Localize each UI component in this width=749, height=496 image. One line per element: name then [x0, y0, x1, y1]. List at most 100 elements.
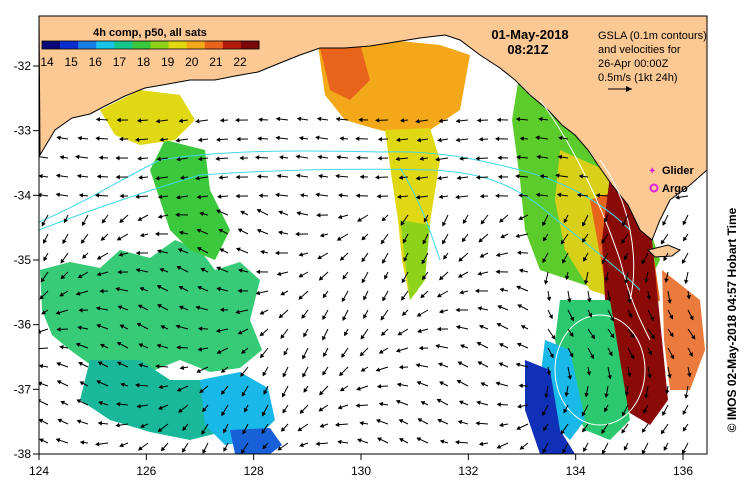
velocity-arrowhead: [604, 407, 609, 413]
time-label: 08:21Z: [507, 42, 548, 57]
velocity-arrowhead: [100, 236, 106, 241]
velocity-arrowhead: [176, 345, 181, 350]
velocity-arrowhead: [39, 294, 45, 300]
velocity-arrowhead: [179, 365, 185, 371]
velocity-arrowhead: [77, 274, 83, 279]
velocity-arrowhead: [586, 298, 592, 303]
velocity-arrowhead: [235, 247, 241, 252]
velocity-arrowhead: [494, 136, 500, 142]
velocity-arrowhead: [560, 429, 566, 435]
velocity-arrowhead: [395, 137, 401, 143]
velocity-arrowhead: [77, 135, 82, 141]
velocity-arrowhead: [377, 136, 383, 142]
velocity-arrowhead: [423, 217, 428, 223]
velocity-arrowhead: [455, 325, 461, 330]
velocity-arrowhead: [420, 293, 425, 299]
velocity-arrowhead: [548, 314, 553, 320]
velocity-arrowhead: [260, 353, 265, 359]
velocity-arrowhead: [519, 445, 525, 450]
velocity-arrowhead: [280, 334, 285, 339]
velocity-arrowhead: [567, 375, 572, 380]
colorbar-swatch: [150, 41, 170, 49]
velocity-arrowhead: [95, 193, 100, 198]
velocity-arrowhead: [322, 315, 327, 321]
velocity-arrowhead: [536, 154, 541, 160]
velocity-arrowhead: [241, 349, 246, 354]
land-island: [647, 244, 681, 258]
velocity-arrowhead: [135, 250, 140, 256]
velocity-arrowhead: [399, 118, 405, 123]
velocity-arrowhead: [669, 332, 674, 338]
velocity-arrowhead: [201, 430, 206, 435]
velocity-arrowhead: [667, 299, 672, 304]
velocity-arrowhead: [610, 316, 615, 322]
colorbar-label: 22: [233, 55, 247, 69]
velocity-arrowhead: [682, 410, 687, 415]
colorbar-swatch: [42, 41, 61, 49]
velocity-arrowhead: [296, 211, 301, 216]
y-tick-label: -33: [14, 124, 32, 138]
velocity-arrowhead: [462, 219, 467, 224]
velocity-arrowhead: [178, 118, 184, 124]
velocity-arrowhead: [197, 326, 203, 331]
sst-patch-gab-tongue: [385, 128, 440, 300]
velocity-arrowhead: [476, 342, 482, 347]
velocity-arrowhead: [196, 368, 201, 373]
velocity-arrowhead: [455, 137, 460, 143]
velocity-arrowhead: [135, 382, 140, 388]
velocity-arrowhead: [538, 116, 543, 122]
velocity-arrowhead: [115, 174, 120, 180]
velocity-arrowhead: [75, 154, 80, 160]
velocity-arrowhead: [339, 256, 345, 261]
velocity-arrowhead: [95, 136, 100, 141]
velocity-arrowhead: [437, 137, 442, 143]
colorbar-label: 19: [161, 55, 175, 69]
velocity-arrowhead: [341, 353, 346, 358]
colorbar-swatch: [186, 41, 206, 49]
sst-patch-west: [40, 240, 262, 372]
velocity-arrowhead: [56, 327, 61, 332]
velocity-arrowhead: [239, 155, 244, 161]
velocity-arrowhead: [435, 157, 440, 162]
velocity-arrowhead: [182, 426, 187, 431]
velocity-arrowhead: [516, 425, 521, 430]
velocity-arrowhead: [684, 279, 689, 285]
colorbar-label: 20: [185, 55, 199, 69]
velocity-arrowhead: [438, 309, 444, 314]
velocity-arrowhead: [670, 354, 675, 360]
velocity-arrowhead: [96, 323, 101, 329]
velocity-arrowhead: [216, 286, 221, 292]
velocity-arrowhead: [263, 390, 268, 395]
velocity-arrowhead: [115, 401, 121, 407]
x-tick-label: 126: [136, 464, 156, 478]
velocity-arrowhead: [477, 306, 482, 311]
velocity-arrowhead: [361, 235, 366, 241]
velocity-arrowhead: [479, 193, 485, 199]
colorbar-label: 16: [89, 55, 103, 69]
velocity-arrowhead: [438, 362, 443, 367]
velocity-arrowhead: [59, 155, 65, 160]
velocity-arrowhead: [237, 330, 243, 335]
velocity-arrowhead: [55, 173, 61, 179]
velocity-arrowhead: [39, 438, 44, 443]
velocity-arrowhead: [363, 295, 368, 301]
velocity-arrowhead: [178, 230, 184, 236]
velocity-arrowhead: [298, 295, 303, 300]
velocity-arrowhead: [76, 419, 82, 424]
velocity-arrowhead: [644, 394, 649, 399]
velocity-arrowhead: [115, 422, 120, 428]
velocity-arrowhead: [298, 252, 304, 257]
velocity-arrowhead: [358, 117, 363, 123]
velocity-arrowhead: [302, 354, 307, 360]
velocity-arrowhead: [155, 175, 160, 181]
velocity-arrowhead: [660, 429, 666, 435]
velocity-arrowhead: [315, 135, 320, 141]
velocity-arrowhead: [442, 239, 447, 245]
velocity-arrowhead: [319, 390, 324, 396]
velocity-arrowhead: [97, 421, 103, 426]
velocity-arrowhead: [439, 381, 444, 386]
velocity-arrowhead: [516, 285, 521, 290]
velocity-arrowhead: [79, 440, 85, 445]
velocity-arrowhead: [56, 135, 61, 141]
